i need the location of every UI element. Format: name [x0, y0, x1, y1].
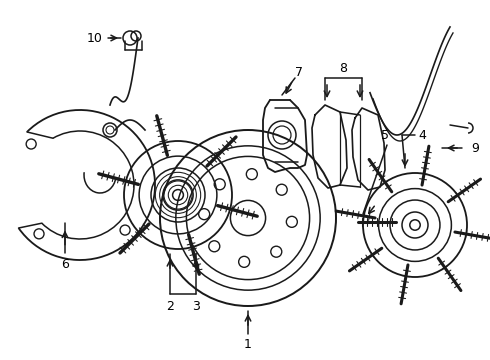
- Text: 8: 8: [339, 62, 347, 75]
- Text: 6: 6: [61, 258, 69, 271]
- Text: 3: 3: [192, 300, 200, 312]
- Text: 2: 2: [166, 300, 174, 312]
- Text: 9: 9: [471, 141, 479, 154]
- Text: 5: 5: [381, 129, 389, 141]
- Text: 4: 4: [418, 129, 426, 141]
- Text: 10: 10: [87, 32, 103, 45]
- Text: 7: 7: [295, 66, 303, 78]
- Text: 1: 1: [244, 338, 252, 351]
